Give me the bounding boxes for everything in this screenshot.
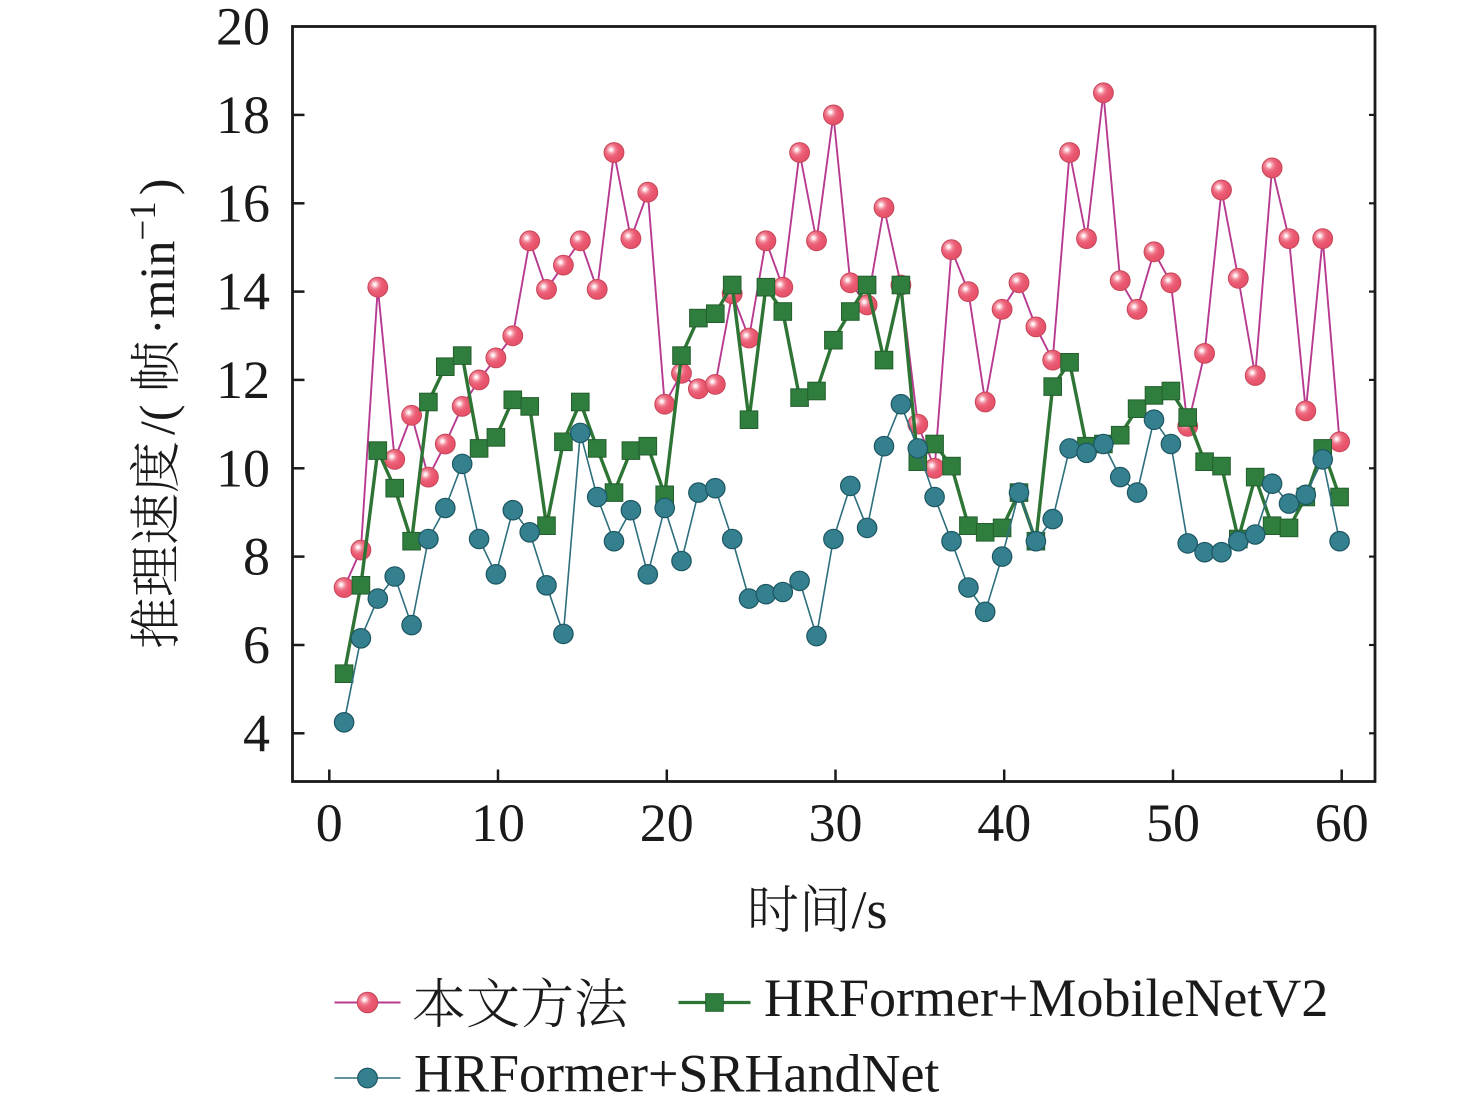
- svg-text:20: 20: [640, 793, 694, 853]
- svg-text:10: 10: [216, 438, 270, 498]
- svg-text:12: 12: [216, 350, 270, 410]
- svg-text:4: 4: [243, 703, 270, 763]
- svg-text:/s: /s: [852, 880, 888, 940]
- svg-text:8: 8: [243, 527, 270, 587]
- svg-text:·min−1): ·min−1): [123, 179, 185, 335]
- svg-text:18: 18: [216, 85, 270, 145]
- svg-text:16: 16: [216, 173, 270, 233]
- svg-text:50: 50: [1146, 793, 1200, 853]
- svg-text:60: 60: [1315, 793, 1369, 853]
- svg-text:20: 20: [216, 0, 270, 57]
- svg-text:/(: /(: [129, 404, 185, 435]
- svg-text:40: 40: [977, 793, 1031, 853]
- svg-text:0: 0: [316, 793, 343, 853]
- svg-text:30: 30: [809, 793, 863, 853]
- svg-text:6: 6: [243, 615, 270, 675]
- svg-text:HRFormer+SRHandNet: HRFormer+SRHandNet: [414, 1044, 939, 1104]
- svg-text:14: 14: [216, 262, 270, 322]
- svg-text:HRFormer+MobileNetV2: HRFormer+MobileNetV2: [764, 968, 1328, 1028]
- svg-text:10: 10: [471, 793, 525, 853]
